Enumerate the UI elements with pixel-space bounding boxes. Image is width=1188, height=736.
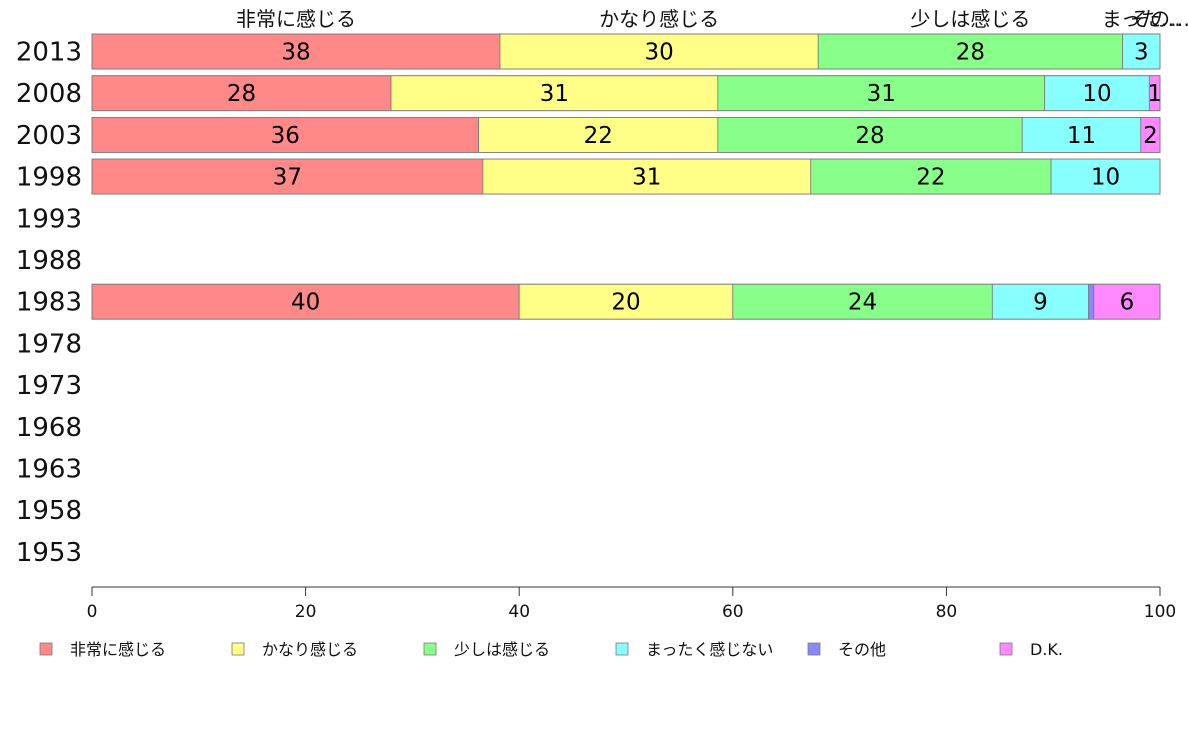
x-tick-label: 0 [87,602,98,622]
top-label: その… [1130,7,1188,31]
bar-segment [1050,158,1161,195]
top-category-labels: 非常に感じる かなり感じる 少しは感じる まった…その… [236,7,1188,31]
data-label: 6 [1120,290,1135,316]
data-label: 20 [611,290,640,316]
legend-swatch [999,642,1013,656]
bar-segment [478,117,719,153]
data-label: 31 [632,165,661,191]
top-label: 少しは感じる [910,7,1030,31]
data-label: 31 [867,81,896,107]
y-axis-label: 1953 [16,538,82,568]
x-tick-label: 60 [722,602,744,622]
legend-label: 非常に感じる [70,640,166,659]
bar-segment [817,33,1124,70]
y-axis-label: 1998 [16,163,82,193]
y-axis-label: 2008 [16,79,82,109]
legend-swatch [423,642,437,656]
data-label: 37 [273,165,302,191]
bar-outline [91,33,1161,70]
data-label: 11 [1067,123,1096,149]
y-axis-label: 1963 [16,455,82,485]
legend-label: D.K. [1030,640,1063,659]
data-label: 38 [281,40,310,66]
data-label: 3 [1134,40,1149,66]
x-tick-label: 100 [1144,602,1176,622]
data-label: 36 [271,123,300,149]
y-axis-label: 1968 [16,413,82,443]
y-axis-label: 2013 [16,38,82,68]
y-axis-label: 1983 [16,288,82,318]
legend-label: かなり感じる [262,640,358,659]
data-label: 31 [540,81,569,107]
legend-swatch [807,642,821,656]
bar-segment [810,158,1052,195]
x-tick-label: 40 [508,602,530,622]
bar-segment [1093,283,1161,320]
bars: 38 30 28 3 28 31 31 10 1 36 22 28 11 2 37 31 22 10 40 20 24 9… [91,33,1162,320]
x-tick-label: 20 [295,602,317,622]
bar-segment [91,158,484,195]
data-label: 2 [1143,123,1158,149]
data-label: 40 [291,290,320,316]
y-axis-label: 1988 [16,246,82,276]
bar-segment [91,75,392,112]
data-label: 10 [1082,81,1111,107]
bar-segment [482,158,812,195]
legend-swatch [39,642,53,656]
data-label: 10 [1091,165,1120,191]
bar-outline [91,75,1161,112]
data-label: 24 [848,290,877,316]
legend-label: 少しは感じる [454,640,550,659]
legend-swatch [615,642,629,656]
bar-segment [717,75,1046,112]
top-label: まった… [1102,7,1181,31]
y-axis-label: 2003 [16,121,82,151]
x-axis: 0 20 40 60 80 100 [87,586,1176,622]
data-label: 28 [227,81,256,107]
bar-segment [732,283,993,320]
data-label: 22 [916,165,945,191]
legend: 非常に感じる かなり感じる 少しは感じる まったく感じない その他 D.K. [39,640,1063,659]
bar-segment [1088,283,1095,320]
bar-segment [91,33,501,70]
x-tick-label: 80 [936,602,958,622]
y-axis-labels: 2013 2008 2003 1998 1993 1988 1983 1978 1973 1968… [16,38,82,568]
top-label: 非常に感じる [236,7,356,31]
y-axis-label: 1958 [16,496,82,526]
legend-label: まったく感じない [646,640,773,659]
y-axis-label: 1978 [16,329,82,359]
bar-outline [91,283,1161,320]
data-label: 1 [1147,81,1162,107]
legend-swatch [231,642,245,656]
data-label: 30 [644,40,673,66]
y-axis-label: 1973 [16,371,82,401]
y-axis-label: 1993 [16,204,82,234]
data-label: 22 [584,123,613,149]
top-label: かなり感じる [599,7,719,31]
data-label: 28 [855,123,884,149]
data-label: 28 [956,40,985,66]
data-label: 9 [1033,290,1048,316]
legend-label: その他 [838,640,886,659]
bar-outline [91,117,1161,153]
bar-outline [91,158,1161,195]
